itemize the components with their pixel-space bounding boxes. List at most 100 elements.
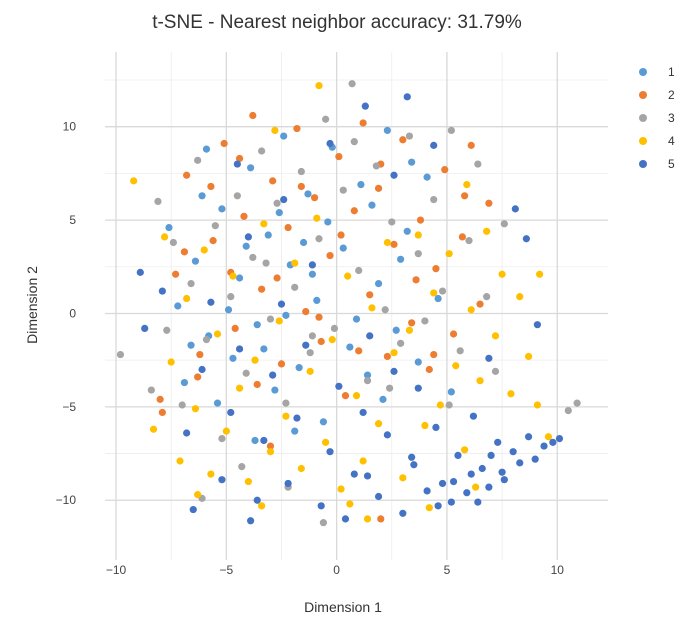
scatter-point-series-4 — [491, 332, 500, 340]
scatter-point-series-4 — [306, 367, 314, 375]
scatter-point-series-5 — [280, 195, 288, 204]
scatter-point-series-5 — [326, 448, 334, 456]
scatter-point-series-3 — [238, 463, 246, 471]
scatter-point-series-4 — [222, 427, 230, 435]
scatter-point-series-1 — [383, 126, 391, 135]
grid-lines — [105, 52, 608, 560]
scatter-point-series-5 — [549, 438, 557, 446]
scatter-point-series-2 — [374, 184, 383, 192]
scatter-point-series-4 — [524, 352, 533, 361]
scatter-point-series-2 — [209, 237, 217, 245]
scatter-point-series-5 — [207, 298, 215, 306]
scatter-point-series-4 — [461, 446, 469, 454]
legend-marker-2 — [639, 91, 647, 99]
scatter-point-series-4 — [452, 362, 460, 370]
scatter-point-series-5 — [555, 435, 564, 443]
scatter-point-series-5 — [487, 451, 495, 460]
scatter-point-series-4 — [322, 438, 330, 446]
scatter-point-series-4 — [183, 294, 191, 303]
scatter-point-series-5 — [359, 408, 367, 417]
scatter-point-series-1 — [242, 242, 250, 250]
scatter-point-series-3 — [438, 287, 447, 295]
scatter-point-series-4 — [359, 457, 367, 465]
scatter-point-series-2 — [258, 285, 266, 293]
scatter-point-series-3 — [262, 259, 270, 267]
scatter-point-series-2 — [249, 111, 257, 120]
scatter-point-series-4 — [328, 336, 336, 344]
scatter-point-series-5 — [260, 436, 268, 445]
legend-label-2: 2 — [668, 88, 675, 102]
scatter-point-series-5 — [463, 489, 471, 497]
scatter-point-series-2 — [341, 392, 350, 400]
scatter-point-series-4 — [467, 306, 475, 314]
scatter-point-series-2 — [231, 324, 239, 333]
scatter-point-series-3 — [445, 401, 453, 409]
scatter-point-series-4 — [399, 474, 407, 482]
scatter-point-series-2 — [293, 124, 301, 133]
scatter-point-series-3 — [414, 250, 422, 258]
scatter-point-series-3 — [154, 197, 162, 206]
scatter-point-series-1 — [339, 244, 347, 252]
y-axis-title: Dimension 2 — [24, 266, 40, 344]
scatter-point-series-4 — [498, 270, 506, 278]
scatter-point-series-5 — [390, 171, 398, 179]
scatter-point-series-3 — [194, 156, 202, 164]
scatter-point-series-3 — [169, 238, 177, 247]
scatter-point-series-1 — [198, 192, 206, 200]
scatter-point-series-5 — [478, 464, 486, 473]
scatter-point-series-4 — [258, 502, 266, 510]
scatter-point-series-5 — [403, 93, 411, 101]
scatter-point-series-4 — [213, 330, 222, 338]
scatter-point-series-2 — [156, 395, 164, 403]
scatter-point-series-4 — [291, 259, 299, 267]
scatter-point-series-1 — [308, 270, 316, 278]
scatter-point-series-5 — [511, 205, 519, 213]
scatter-point-series-4 — [315, 82, 323, 90]
scatter-point-series-5 — [533, 321, 542, 329]
scatter-point-series-4 — [344, 272, 352, 280]
y-tick-label: 0 — [69, 306, 76, 320]
scatter-point-series-1 — [291, 427, 299, 435]
scatter-point-series-4 — [516, 293, 524, 301]
scatter-point-series-4 — [275, 317, 283, 325]
scatter-point-series-4 — [374, 420, 383, 428]
scatter-point-series-3 — [233, 192, 241, 200]
scatter-point-series-3 — [474, 160, 482, 168]
scatter-point-series-2 — [297, 182, 305, 191]
scatter-point-series-3 — [573, 399, 581, 407]
scatter-point-series-2 — [310, 194, 319, 202]
scatter-point-series-4 — [337, 485, 345, 493]
scatter-point-series-1 — [313, 296, 321, 304]
scatter-point-series-1 — [324, 218, 332, 226]
scatter-point-series-2 — [269, 177, 277, 185]
scatter-point-series-2 — [355, 347, 363, 355]
scatter-point-series-3 — [456, 347, 464, 355]
scatter-point-series-2 — [430, 350, 438, 359]
x-tick-label: 0 — [333, 563, 340, 577]
scatter-point-series-2 — [194, 373, 202, 381]
scatter-point-series-4 — [436, 401, 444, 409]
scatter-point-series-4 — [445, 250, 453, 258]
y-tick-label: 5 — [69, 213, 76, 227]
scatter-point-series-4 — [536, 270, 544, 278]
scatter-point-series-5 — [469, 412, 478, 420]
scatter-point-series-5 — [500, 476, 508, 484]
scatter-point-series-2 — [383, 352, 391, 361]
scatter-point-series-4 — [207, 470, 215, 478]
scatter-point-series-2 — [476, 300, 484, 308]
scatter-point-series-4 — [149, 425, 158, 433]
scatter-point-series-5 — [284, 479, 292, 488]
scatter-point-series-2 — [441, 166, 449, 174]
legend-label-1: 1 — [668, 65, 675, 79]
scatter-point-series-1 — [282, 311, 290, 319]
scatter-point-series-4 — [390, 349, 398, 357]
scatter-point-series-1 — [352, 315, 361, 323]
scatter-point-series-2 — [359, 119, 367, 127]
scatter-point-series-1 — [251, 436, 259, 445]
scatter-point-series-4 — [463, 181, 471, 189]
scatter-point-series-5 — [317, 502, 325, 510]
scatter-point-series-3 — [308, 332, 316, 340]
scatter-point-series-3 — [218, 435, 226, 443]
scatter-point-series-5 — [233, 160, 241, 168]
scatter-point-series-5 — [540, 442, 548, 450]
